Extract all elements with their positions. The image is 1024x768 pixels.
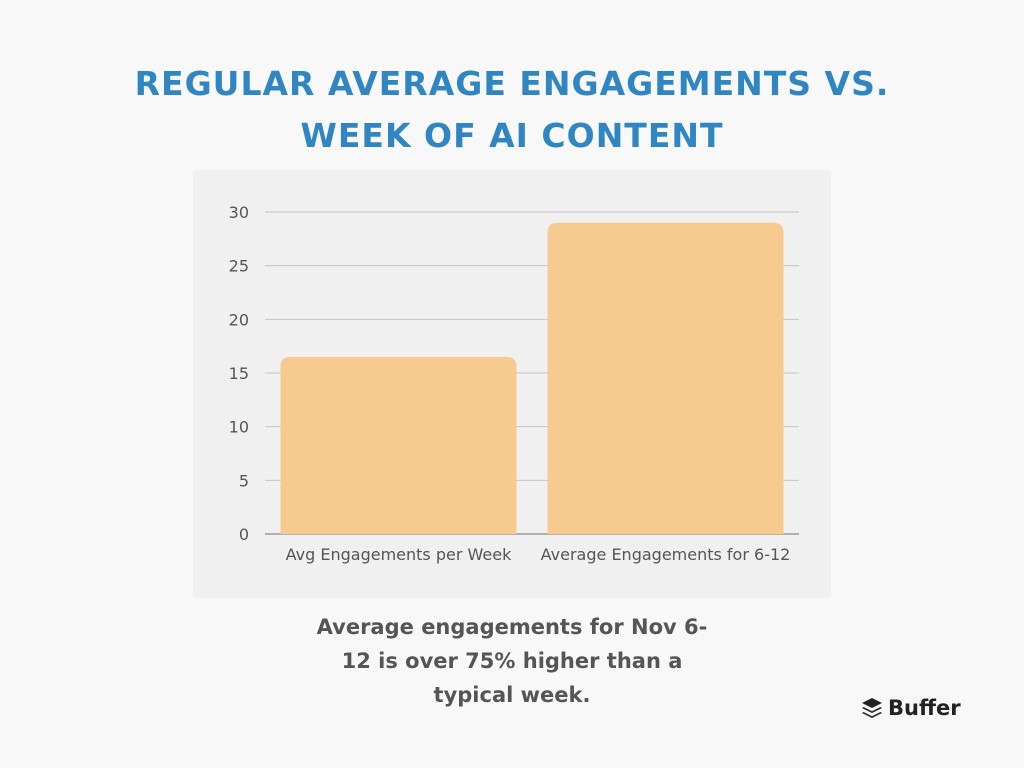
y-tick-label: 15 bbox=[229, 364, 249, 383]
bar-chart: 0 5 10 15 20 25 30 Avg Engagements per Week Ave… bbox=[229, 203, 799, 564]
brand-logo: Buffer bbox=[860, 690, 961, 726]
chart-caption: Average engagements for Nov 6-12 is over… bbox=[316, 615, 708, 707]
brand-name: Buffer bbox=[888, 696, 961, 720]
bar-1 bbox=[280, 356, 517, 534]
y-tick-label: 25 bbox=[229, 257, 249, 276]
y-tick-label: 0 bbox=[239, 525, 249, 544]
y-tick-label: 5 bbox=[239, 471, 249, 490]
x-tick-label: Avg Engagements per Week bbox=[286, 545, 512, 564]
y-tick-label: 20 bbox=[229, 310, 249, 329]
chart-title-line-1: Regular Average Engagements vs. bbox=[134, 64, 890, 103]
y-tick-label: 10 bbox=[229, 418, 249, 437]
chart-area: 0 5 10 15 20 25 30 Avg Engagements per Week Ave… bbox=[193, 170, 831, 598]
y-tick-label: 30 bbox=[229, 203, 249, 222]
y-axis-ticks: 0 5 10 15 20 25 30 bbox=[229, 203, 249, 544]
x-tick-label: Average Engagements for 6-12 bbox=[541, 545, 791, 564]
x-axis-labels: Avg Engagements per Week Average Engageme… bbox=[286, 545, 791, 564]
chart-title-line-2: Week of AI Content bbox=[300, 116, 724, 155]
bars bbox=[280, 222, 784, 534]
chart-title: Regular Average Engagements vs. Week of … bbox=[0, 58, 1024, 162]
buffer-logo-icon bbox=[862, 698, 882, 718]
bar-2 bbox=[547, 222, 784, 534]
